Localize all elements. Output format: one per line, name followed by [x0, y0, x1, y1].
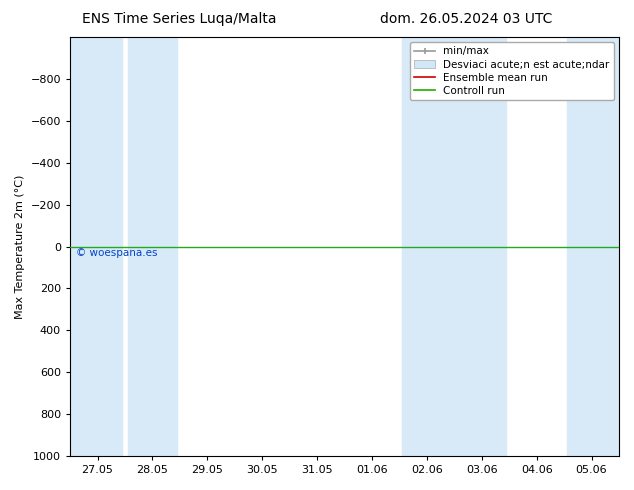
Text: © woespana.es: © woespana.es: [75, 248, 157, 258]
Bar: [127, 37, 177, 456]
Text: ENS Time Series Luqa/Malta: ENS Time Series Luqa/Malta: [82, 12, 277, 26]
Legend: min/max, Desviaci acute;n est acute;ndar, Ensemble mean run, Controll run: min/max, Desviaci acute;n est acute;ndar…: [410, 42, 614, 100]
Text: dom. 26.05.2024 03 UTC: dom. 26.05.2024 03 UTC: [380, 12, 553, 26]
Bar: [567, 37, 619, 456]
Bar: [70, 37, 122, 456]
Y-axis label: Max Temperature 2m (°C): Max Temperature 2m (°C): [15, 174, 25, 318]
Bar: [402, 37, 507, 456]
